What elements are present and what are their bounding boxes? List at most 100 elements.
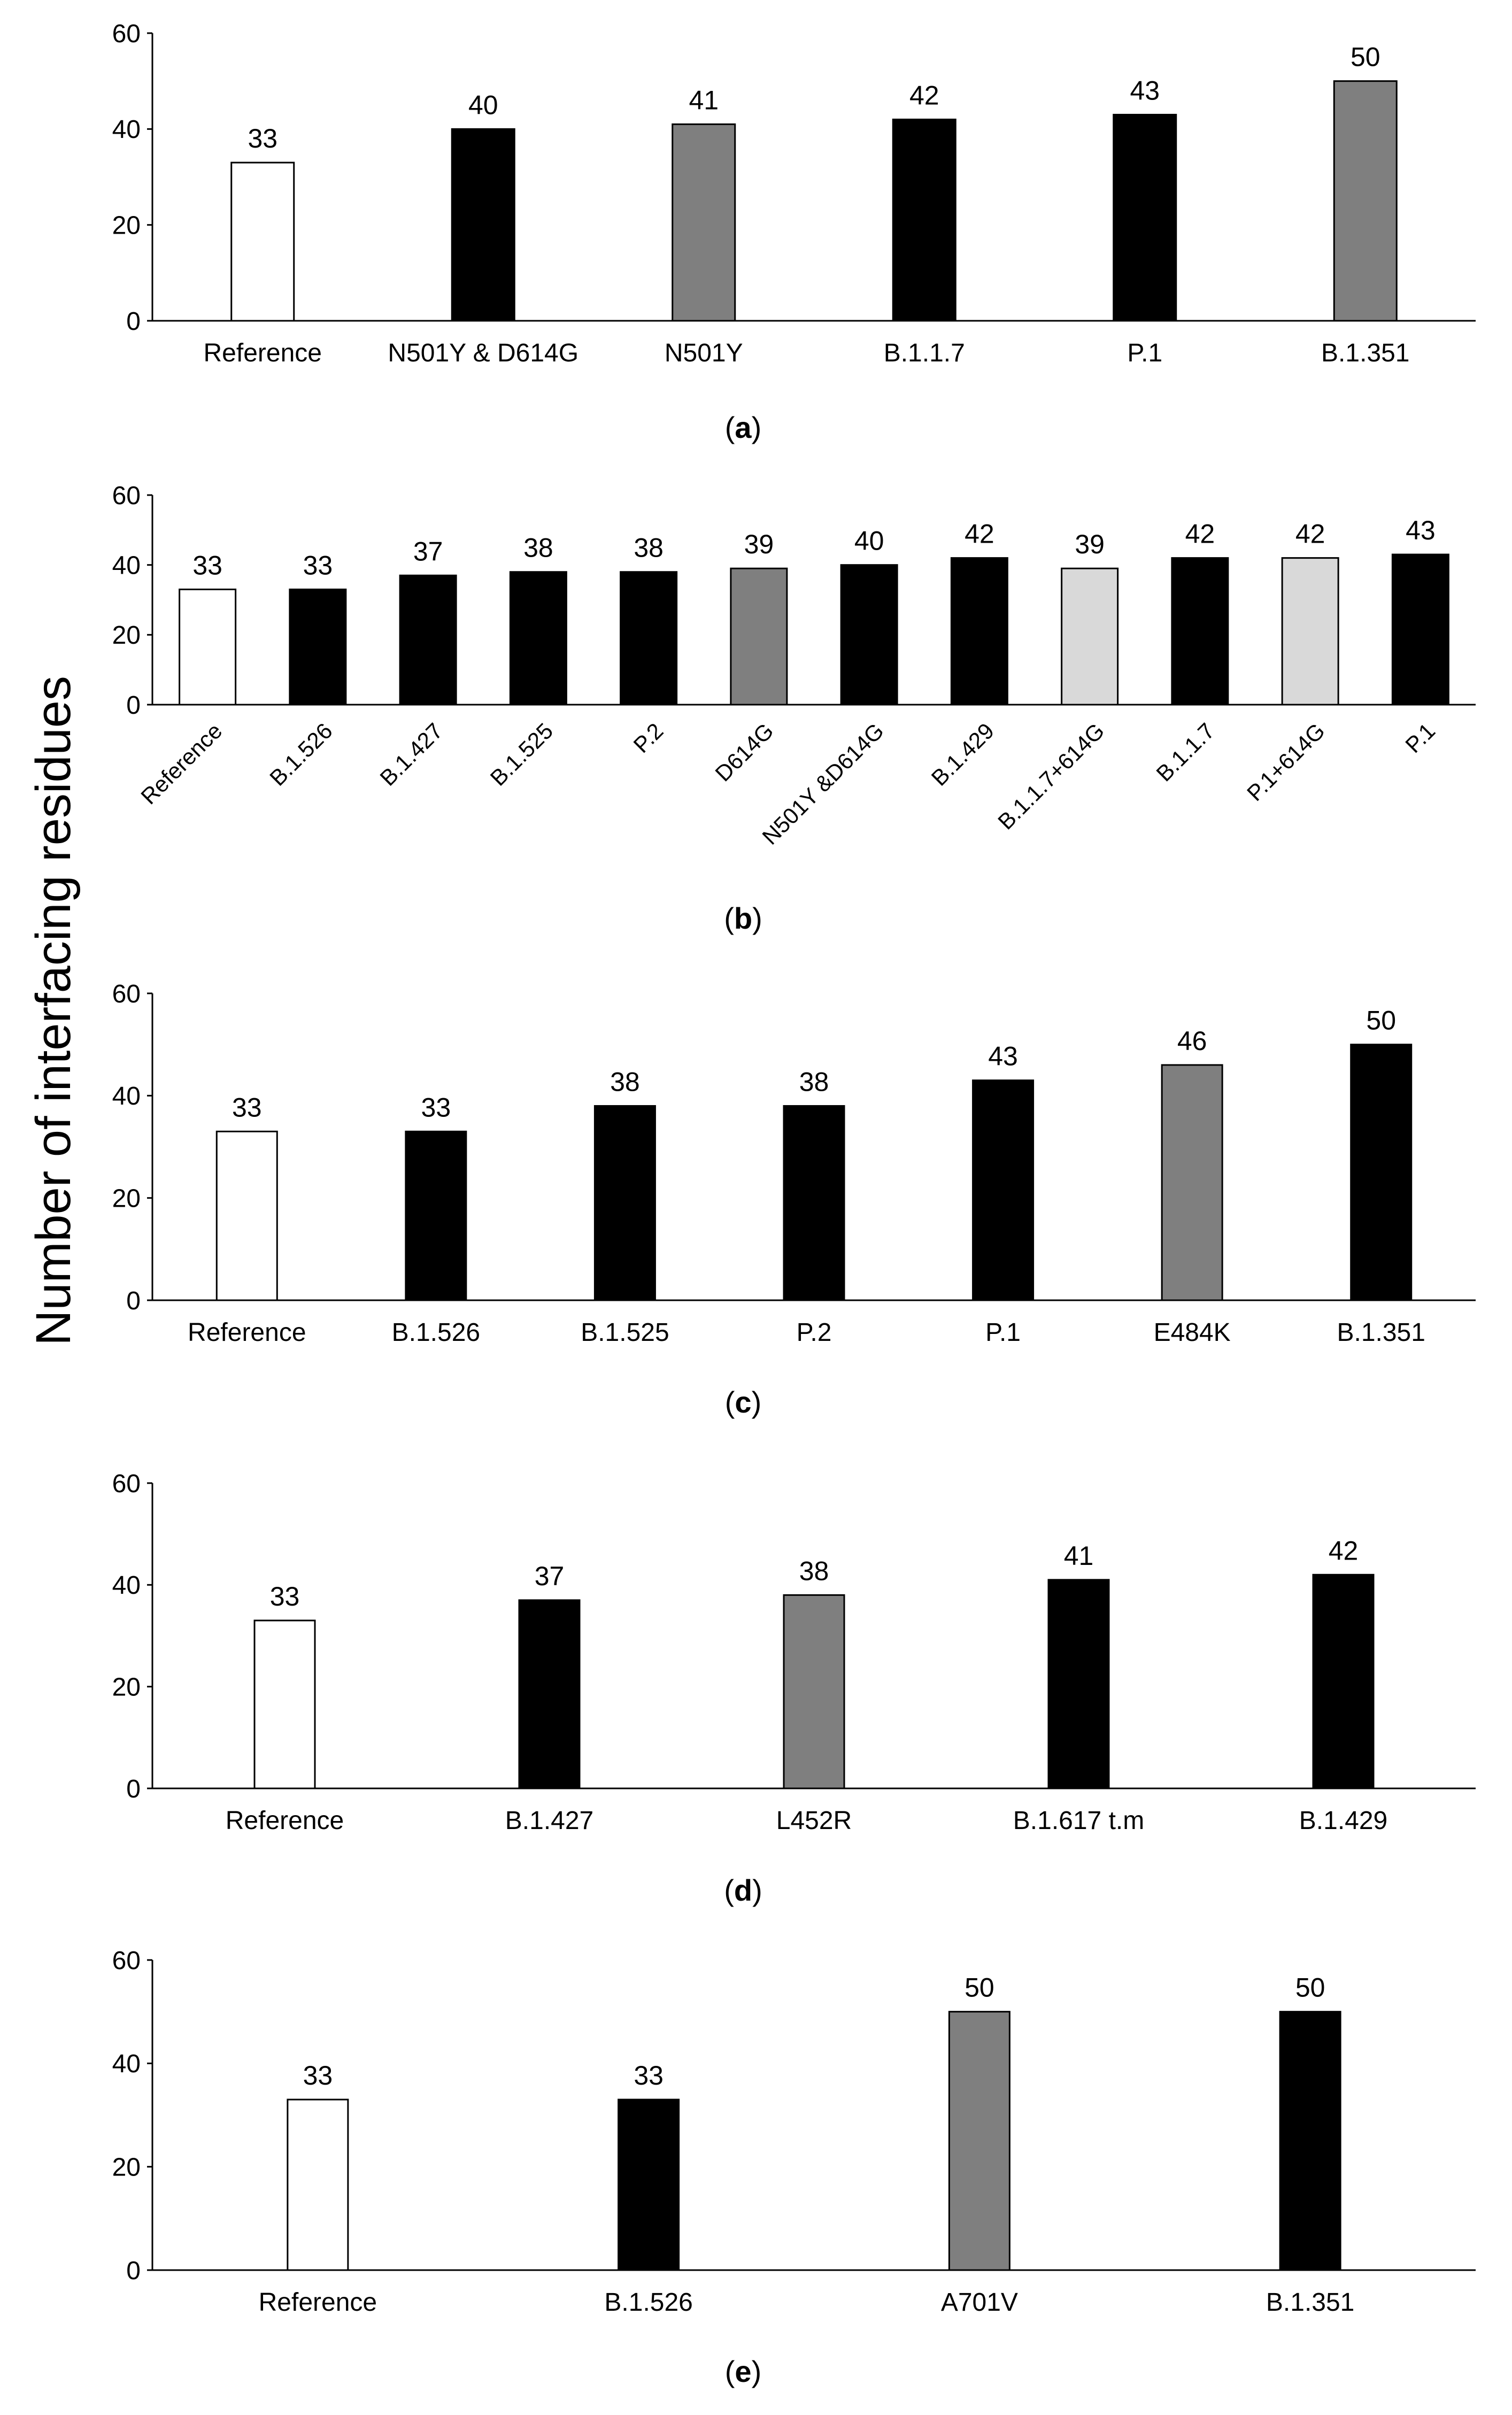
x-tick-label-e-3: B.1.351: [1266, 2288, 1354, 2317]
data-label-e-1: 33: [634, 2061, 664, 2090]
y-tick-label-c-2: 40: [112, 1082, 141, 1110]
data-label-b-10: 42: [1295, 519, 1325, 549]
bar-a-0: [230, 161, 295, 322]
bar-b-6: [840, 564, 898, 706]
data-label-d-0: 33: [270, 1581, 300, 1611]
bar-b-5: [730, 567, 788, 706]
x-tick-label-d-1: B.1.427: [505, 1807, 593, 1835]
bar-b-7: [950, 557, 1008, 706]
y-tick-label-b-0: 0: [126, 691, 141, 720]
bar-b-1: [289, 588, 347, 706]
bar-c-0: [215, 1130, 278, 1301]
data-label-c-3: 38: [799, 1067, 829, 1097]
x-tick-label-e-1: B.1.526: [604, 2288, 692, 2317]
data-label-b-1: 33: [303, 550, 333, 580]
data-label-b-6: 40: [854, 526, 884, 556]
x-tick-label-d-3: B.1.617 t.m: [1013, 1807, 1144, 1835]
data-label-b-7: 42: [965, 519, 994, 549]
y-tick-label-e-1: 20: [112, 2153, 141, 2181]
data-label-c-2: 38: [610, 1067, 640, 1097]
y-tick-label-b-1: 20: [112, 621, 141, 650]
bar-c-1: [405, 1130, 467, 1301]
bar-b-0: [179, 588, 237, 706]
data-label-b-3: 38: [523, 533, 553, 563]
bar-a-5: [1333, 80, 1398, 322]
data-label-c-0: 33: [232, 1092, 262, 1122]
bar-c-6: [1350, 1044, 1413, 1301]
bar-d-1: [518, 1599, 581, 1789]
data-label-b-11: 43: [1406, 515, 1436, 545]
data-label-b-8: 39: [1075, 529, 1105, 559]
y-tick-label-d-0: 0: [126, 1775, 141, 1803]
data-label-b-9: 42: [1185, 519, 1215, 549]
data-label-b-2: 37: [413, 536, 443, 566]
data-label-d-1: 37: [535, 1561, 565, 1591]
data-label-a-0: 33: [248, 124, 277, 153]
x-tick-label-a-2: N501Y: [665, 339, 743, 367]
x-tick-label-c-0: Reference: [188, 1318, 306, 1347]
x-tick-label-c-4: P.1: [985, 1318, 1021, 1347]
bar-a-1: [451, 128, 515, 322]
x-tick-label-a-5: B.1.351: [1321, 339, 1409, 367]
x-tick-label-d-0: Reference: [226, 1807, 344, 1835]
data-label-a-2: 41: [689, 85, 719, 115]
data-label-d-4: 42: [1329, 1536, 1359, 1565]
y-tick-label-c-1: 20: [112, 1184, 141, 1213]
bar-e-3: [1279, 2011, 1341, 2271]
y-tick-label-b-2: 40: [112, 551, 141, 580]
data-label-e-3: 50: [1295, 1973, 1325, 2003]
panel-label-d: (d): [724, 1873, 762, 1907]
data-label-d-3: 41: [1064, 1541, 1094, 1571]
x-tick-label-a-4: P.1: [1127, 339, 1162, 367]
x-tick-label-c-1: B.1.526: [392, 1318, 480, 1347]
x-tick-label-c-3: P.2: [797, 1318, 832, 1347]
y-tick-label-c-3: 60: [112, 980, 141, 1008]
x-tick-label-c-6: B.1.351: [1337, 1318, 1425, 1347]
y-tick-label-a-0: 0: [126, 307, 141, 336]
data-label-b-0: 33: [192, 550, 222, 580]
bar-a-3: [892, 118, 956, 322]
bar-b-9: [1171, 557, 1229, 706]
bar-c-5: [1161, 1064, 1223, 1301]
bar-d-3: [1047, 1579, 1110, 1789]
data-label-a-3: 42: [909, 80, 939, 110]
bar-b-10: [1281, 557, 1339, 706]
data-label-d-2: 38: [799, 1556, 829, 1586]
data-label-c-1: 33: [421, 1092, 451, 1122]
bar-a-2: [672, 123, 736, 322]
data-label-a-5: 50: [1351, 42, 1380, 72]
data-label-a-4: 43: [1130, 75, 1160, 105]
y-tick-label-d-3: 60: [112, 1470, 141, 1498]
data-label-c-5: 46: [1177, 1026, 1207, 1056]
data-label-c-4: 43: [988, 1041, 1018, 1071]
data-label-b-5: 39: [744, 529, 774, 559]
x-tick-label-e-0: Reference: [259, 2288, 377, 2317]
y-tick-label-a-1: 20: [112, 211, 141, 240]
x-tick-label-a-0: Reference: [204, 339, 322, 367]
bar-b-2: [399, 574, 457, 706]
y-tick-label-d-2: 40: [112, 1571, 141, 1600]
bar-b-4: [620, 571, 678, 706]
data-label-b-4: 38: [634, 533, 664, 563]
bar-b-3: [509, 571, 567, 706]
y-tick-label-c-0: 0: [126, 1287, 141, 1315]
x-tick-label-a-3: B.1.1.7: [884, 339, 965, 367]
panel-label-c: (c): [724, 1385, 762, 1419]
x-tick-label-d-2: L452R: [776, 1807, 852, 1835]
panel-label-b: (b): [724, 901, 762, 935]
bar-c-3: [783, 1105, 845, 1301]
bar-c-4: [972, 1079, 1035, 1301]
x-tick-label-e-2: A701V: [941, 2288, 1018, 2317]
y-tick-label-e-2: 40: [112, 2050, 141, 2078]
data-label-e-0: 33: [303, 2061, 333, 2090]
bar-c-2: [593, 1105, 656, 1301]
x-tick-label-a-1: N501Y & D614G: [388, 339, 578, 367]
bar-a-4: [1113, 113, 1177, 322]
x-tick-label-c-2: B.1.525: [581, 1318, 669, 1347]
panel-label-e: (e): [724, 2355, 762, 2388]
